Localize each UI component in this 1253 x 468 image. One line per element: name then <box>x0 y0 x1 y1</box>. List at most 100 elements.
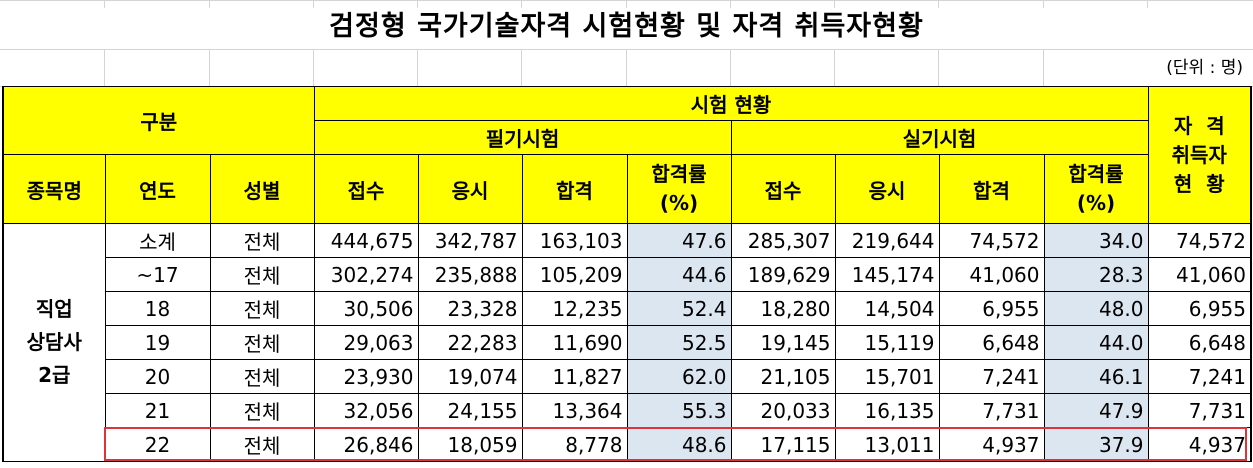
written-passed-cell: 105,209 <box>521 257 628 292</box>
table-row: 직업 상담사 2급 소계 전체 444,675 342,787 163,103 … <box>2 223 1252 462</box>
practical-took-cell: 219,644 <box>834 223 940 258</box>
practical-exam-header: 실기시험 <box>730 120 1149 155</box>
table-row-highlighted: 22 전체 26,846 18,059 8,778 48.6 17,115 13… <box>3 427 1252 462</box>
practical-rate-header: 합격률 (%) <box>1043 154 1149 224</box>
certified-header-line3: 현 황 <box>1173 171 1225 196</box>
written-took-cell: 18,059 <box>417 427 523 462</box>
practical-passed-cell: 7,731 <box>938 393 1045 428</box>
item-name-line2: 상담사 <box>26 330 82 354</box>
practical-applied-cell: 285,307 <box>730 223 836 258</box>
practical-passed-cell: 7,241 <box>938 359 1045 394</box>
year-cell: ~17 <box>104 257 211 292</box>
practical-took-cell: 13,011 <box>834 427 940 462</box>
item-name-cell: 직업 상담사 2급 <box>2 223 106 462</box>
written-rate-cell: 62.0 <box>626 359 732 394</box>
certified-header: 자 격 취득자 현 황 <box>1147 86 1252 224</box>
written-applied-cell: 26,846 <box>313 427 419 462</box>
unit-label: (단위 : 명) <box>1166 58 1243 78</box>
year-cell: 21 <box>104 393 211 428</box>
exam-status-header: 시험 현황 <box>313 86 1149 121</box>
table-row: ~17 전체 302,274 235,888 105,209 44.6 189,… <box>3 257 1252 292</box>
practical-passed-cell: 6,955 <box>938 291 1045 326</box>
written-applied-cell: 29,063 <box>313 325 419 360</box>
written-applied-cell: 32,056 <box>313 393 419 428</box>
practical-took-cell: 15,119 <box>834 325 940 360</box>
written-rate-cell: 44.6 <box>626 257 732 292</box>
written-took-cell: 342,787 <box>417 223 523 258</box>
practical-rate-cell: 34.0 <box>1043 223 1149 258</box>
certified-header-line1: 자 격 <box>1173 113 1225 138</box>
written-took-cell: 24,155 <box>417 393 523 428</box>
practical-took-header: 응시 <box>834 154 940 224</box>
gubun-header: 구분 <box>2 86 315 155</box>
certified-cell: 6,648 <box>1147 325 1252 360</box>
gender-cell: 전체 <box>209 325 315 360</box>
table-row: 19 전체 29,063 22,283 11,690 52.5 19,145 1… <box>3 325 1252 360</box>
practical-passed-header: 합격 <box>938 154 1045 224</box>
practical-took-cell: 145,174 <box>834 257 940 292</box>
written-rate-header-line1: 합격률 <box>651 162 707 186</box>
gender-cell: 전체 <box>209 427 315 462</box>
written-rate-header: 합격률 (%) <box>626 154 732 224</box>
gender-cell: 전체 <box>209 291 315 326</box>
written-rate-cell: 52.5 <box>626 325 732 360</box>
practical-applied-header: 접수 <box>730 154 836 224</box>
written-took-cell: 235,888 <box>417 257 523 292</box>
gender-cell: 전체 <box>209 223 315 258</box>
practical-rate-cell: 44.0 <box>1043 325 1149 360</box>
practical-took-cell: 16,135 <box>834 393 940 428</box>
practical-applied-cell: 189,629 <box>730 257 836 292</box>
practical-passed-cell: 6,648 <box>938 325 1045 360</box>
written-took-header: 응시 <box>417 154 523 224</box>
year-header: 연도 <box>104 154 211 224</box>
written-passed-cell: 12,235 <box>521 291 628 326</box>
written-took-cell: 19,074 <box>417 359 523 394</box>
practical-applied-cell: 20,033 <box>730 393 836 428</box>
written-applied-cell: 30,506 <box>313 291 419 326</box>
written-passed-cell: 11,827 <box>521 359 628 394</box>
written-passed-cell: 13,364 <box>521 393 628 428</box>
written-applied-header: 접수 <box>313 154 419 224</box>
practical-applied-cell: 21,105 <box>730 359 836 394</box>
year-cell: 20 <box>104 359 211 394</box>
practical-passed-cell: 4,937 <box>938 427 1045 462</box>
practical-applied-cell: 17,115 <box>730 427 836 462</box>
practical-applied-cell: 19,145 <box>730 325 836 360</box>
written-rate-cell: 47.6 <box>626 223 732 258</box>
practical-rate-cell: 37.9 <box>1043 427 1149 462</box>
practical-rate-cell: 46.1 <box>1043 359 1149 394</box>
year-cell: 18 <box>104 291 211 326</box>
written-rate-header-line2: (%) <box>659 191 699 215</box>
practical-rate-cell: 47.9 <box>1043 393 1149 428</box>
practical-passed-cell: 41,060 <box>938 257 1045 292</box>
written-passed-header: 합격 <box>521 154 628 224</box>
gender-cell: 전체 <box>209 359 315 394</box>
written-passed-cell: 163,103 <box>521 223 628 258</box>
table-row: 20 전체 23,930 19,074 11,827 62.0 21,105 1… <box>3 359 1252 394</box>
written-rate-cell: 52.4 <box>626 291 732 326</box>
certified-cell: 4,937 <box>1147 427 1252 462</box>
year-cell: 22 <box>104 427 211 462</box>
practical-took-cell: 15,701 <box>834 359 940 394</box>
written-exam-header: 필기시험 <box>313 120 732 155</box>
year-cell: 소계 <box>104 223 211 258</box>
practical-took-cell: 14,504 <box>834 291 940 326</box>
practical-rate-cell: 28.3 <box>1043 257 1149 292</box>
certified-cell: 7,731 <box>1147 393 1252 428</box>
certified-header-line2: 취득자 <box>1171 142 1227 167</box>
table-row: 21 전체 32,056 24,155 13,364 55.3 20,033 1… <box>3 393 1252 428</box>
written-applied-cell: 302,274 <box>313 257 419 292</box>
certified-cell: 6,955 <box>1147 291 1252 326</box>
gender-cell: 전체 <box>209 257 315 292</box>
written-applied-cell: 444,675 <box>313 223 419 258</box>
item-name-line1: 직업 <box>35 297 73 321</box>
practical-rate-cell: 48.0 <box>1043 291 1149 326</box>
exam-status-table: 구분 시험 현황 자 격 취득자 현 황 필기시험 실기시험 종목명 연도 성별… <box>2 86 1252 462</box>
certified-cell: 7,241 <box>1147 359 1252 394</box>
certified-cell: 41,060 <box>1147 257 1252 292</box>
gender-header: 성별 <box>209 154 315 224</box>
written-took-cell: 22,283 <box>417 325 523 360</box>
practical-applied-cell: 18,280 <box>730 291 836 326</box>
year-cell: 19 <box>104 325 211 360</box>
practical-rate-header-line2: (%) <box>1076 191 1116 215</box>
